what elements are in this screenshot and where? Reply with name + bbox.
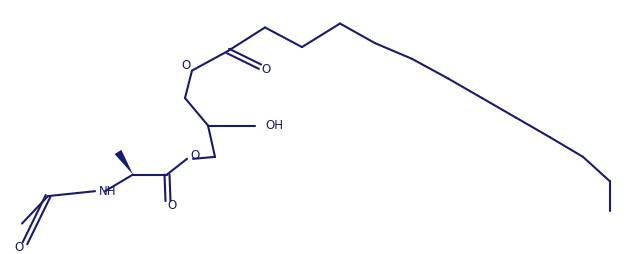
- Text: O: O: [15, 241, 23, 253]
- Text: O: O: [181, 59, 191, 72]
- Polygon shape: [115, 150, 133, 174]
- Text: O: O: [190, 149, 199, 162]
- Text: OH: OH: [265, 119, 283, 132]
- Text: O: O: [167, 199, 177, 212]
- Text: NH: NH: [99, 185, 117, 198]
- Text: O: O: [261, 63, 271, 76]
